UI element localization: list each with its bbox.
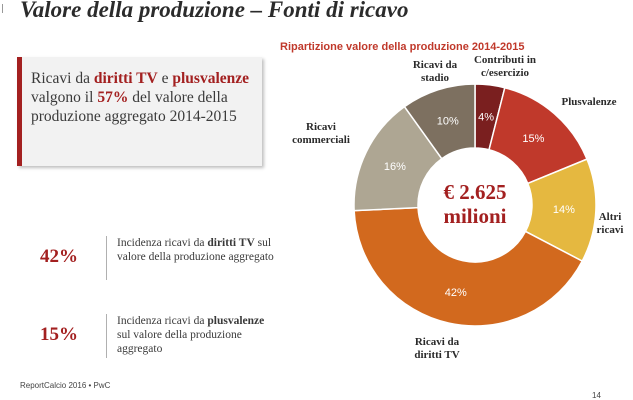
chart-category-labels: Contributi in c/esercizio Plusvalenze Altri… [292,54,623,361]
chart-slices [353,83,597,327]
slice-category-label-4: Ricavi commerciali [292,121,350,146]
callout-text-3: valgono il [31,89,98,106]
callout-text: Ricavi da diritti TV e plusvalenze valgo… [31,69,259,126]
footer-source: ReportCalcio 2016 • PwC [20,381,111,390]
slice-value-label-0: 4% [478,112,494,124]
slice-category-label-5: Ricavi da stadio [413,59,458,84]
callout-text-4: del valore della produzione aggregato 20… [31,89,237,125]
donut-slice-5 [403,83,476,160]
slide-title: Valore della produzione – Fonti di ricav… [20,0,409,22]
center-total-unit: milioni [443,204,506,228]
callout-highlight-tv: diritti TV [93,70,158,87]
highlight-callout: Ricavi da diritti TV e plusvalenze valgo… [17,57,262,166]
callout-highlight-plusvalenze: plusvalenze [172,70,250,87]
chart-title: Ripartizione valore della produzione 201… [280,41,525,53]
center-total-value: € 2.625 [444,180,507,204]
callout-text-1: Ricavi da [31,70,94,87]
slice-category-label-0: Contributi in c/esercizio [474,54,536,79]
stat-percent: 15% [40,324,78,345]
stat-percent: 42% [40,246,78,267]
slice-category-label-2: Altri ricavi [597,211,624,236]
slice-category-label-1: Plusvalenze [562,96,617,108]
donut-slice-3 [353,206,584,327]
slice-value-label-5: 10% [437,115,459,127]
slice-value-label-4: 16% [384,161,406,173]
slide-edge-mark [2,4,3,13]
slice-value-label-2: 14% [553,204,575,216]
callout-text-2: e [157,70,173,87]
stat-divider [106,314,107,358]
slice-value-label-1: 15% [522,133,544,145]
stat-description: Incidenza ricavi da diritti TV sul valor… [117,237,274,263]
stat-divider [106,236,107,280]
stat-description: Incidenza ricavi da plusvalenze sul valo… [117,315,265,355]
chart-slice-values: 4% 15% 14% 42% 16% 10% [384,112,575,299]
page-number: 14 [592,391,601,400]
slice-category-label-3: Ricavi da diritti TV [414,336,459,361]
callout-accent-bar [17,57,22,166]
slice-value-label-3: 42% [445,287,467,299]
callout-highlight-percent: 57% [97,89,129,106]
